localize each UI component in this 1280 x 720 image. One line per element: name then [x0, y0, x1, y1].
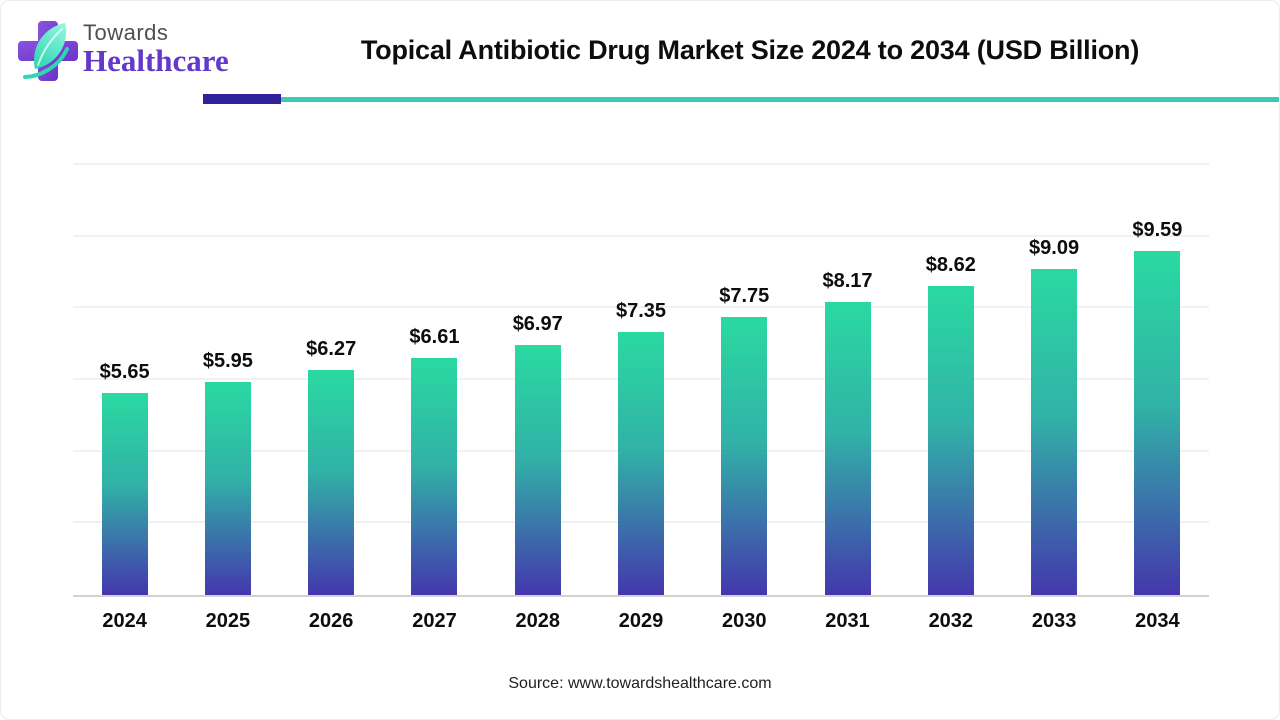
bar-value-label: $6.61 — [409, 326, 460, 349]
x-axis-label: 2033 — [1031, 610, 1077, 632]
brand-name-healthcare: Healthcare — [83, 43, 229, 79]
x-axis-label: 2028 — [515, 610, 560, 632]
x-axis-label: 2032 — [928, 610, 974, 632]
gridline — [73, 163, 1209, 165]
x-axis-label: 2024 — [102, 610, 147, 632]
bar-2033 — [1031, 269, 1078, 595]
x-axis-label: 2027 — [412, 610, 457, 632]
bar-value-label: $9.59 — [1132, 219, 1183, 242]
source-text: Source: www.towardshealthcare.com — [508, 675, 772, 692]
brand-name: Towards Healthcare — [83, 21, 229, 78]
bar-value-label: $7.35 — [615, 299, 667, 322]
leaf-icon — [23, 23, 69, 79]
bar-2027 — [411, 358, 458, 595]
bar-chart: $5.65 2024 $5.95 2025 $6.27 2026 $6.61 2027 $6.9… — [73, 163, 1209, 632]
brand-name-towards: Towards — [83, 20, 169, 45]
divider-line — [281, 97, 1279, 102]
bar-value-label: $7.75 — [719, 285, 770, 308]
bar-2031 — [824, 302, 871, 595]
bar-value-label: $9.09 — [1029, 237, 1080, 260]
bar-value-label: $5.65 — [99, 360, 150, 383]
bar-value-label: $6.97 — [512, 313, 563, 336]
bar-2034 — [1134, 251, 1181, 595]
bar-2030 — [721, 317, 768, 595]
x-axis-label: 2030 — [722, 610, 767, 632]
x-axis-label: 2031 — [825, 610, 870, 632]
bar-2029 — [618, 331, 664, 595]
gridline — [73, 234, 1209, 237]
bar-value-label: $8.62 — [925, 254, 976, 277]
x-axis-label: 2026 — [308, 610, 354, 632]
bar-value-label: $5.95 — [202, 349, 253, 372]
bar-value-label: $8.17 — [822, 270, 873, 293]
bar-2024 — [101, 392, 148, 595]
x-axis-label: 2034 — [1135, 610, 1180, 632]
bar-2032 — [927, 286, 974, 595]
gridline — [73, 306, 1209, 309]
x-axis-label: 2025 — [205, 610, 251, 632]
divider-accent-bar — [203, 94, 281, 104]
bar-2025 — [204, 381, 251, 595]
page-title: Topical Antibiotic Drug Market Size 2024… — [360, 35, 1140, 65]
bar-2026 — [308, 370, 355, 595]
bar-2028 — [514, 345, 561, 595]
bar-value-label: $6.27 — [306, 338, 357, 361]
x-axis-label: 2029 — [618, 610, 664, 632]
brand-logo — [18, 21, 78, 81]
